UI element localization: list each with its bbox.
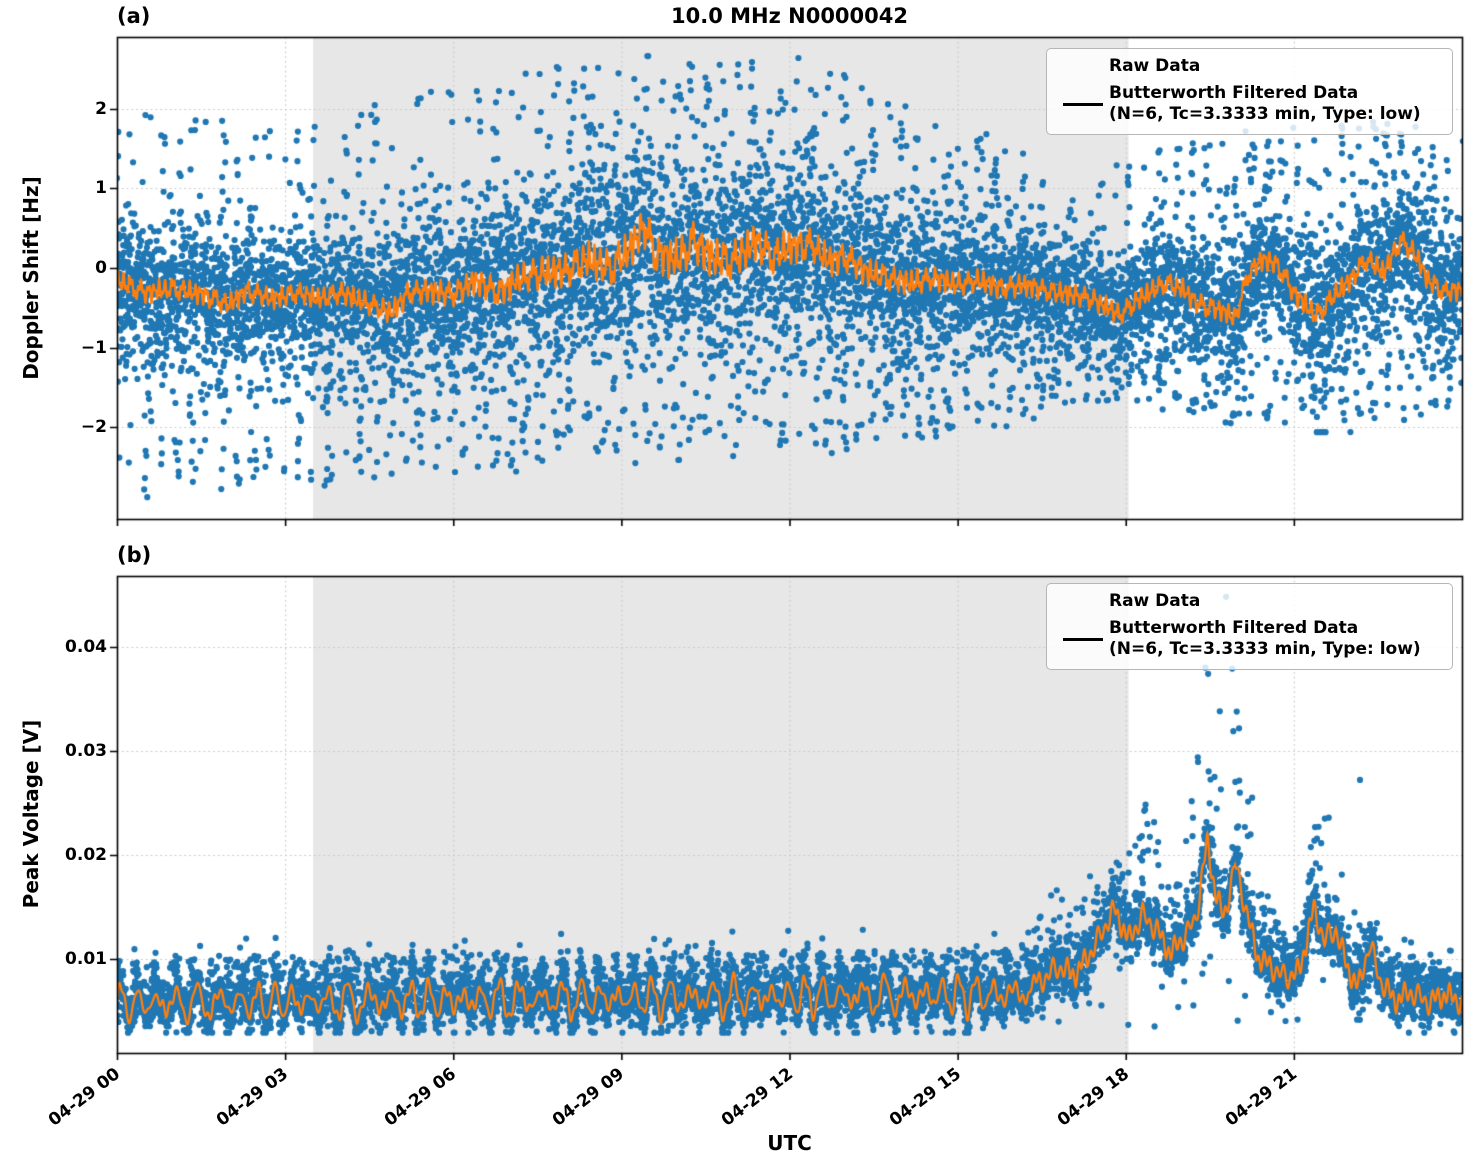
filtered-line-marker-icon — [1063, 637, 1103, 641]
legend-filtered-row: Butterworth Filtered Data (N=6, Tc=3.333… — [1057, 618, 1442, 660]
y-tick-label-b: 0.01 — [65, 948, 107, 969]
y-tick-label-a: 1 — [95, 178, 107, 199]
legend-raw-label: Raw Data — [1109, 56, 1201, 76]
legend-filtered-label-line2: (N=6, Tc=3.3333 min, Type: low) — [1109, 639, 1421, 659]
legend-raw-label: Raw Data — [1109, 591, 1201, 611]
y-tick-label-b: 0.03 — [65, 740, 107, 761]
y-tick-label-b: 0.02 — [65, 844, 107, 865]
legend-panel-a: Raw Data Butterworth Filtered Data (N=6,… — [1046, 48, 1453, 135]
legend-filtered-label-line2: (N=6, Tc=3.3333 min, Type: low) — [1109, 104, 1421, 124]
y-tick-label-b: 0.04 — [65, 636, 107, 657]
legend-raw-row: Raw Data — [1057, 591, 1442, 612]
x-axis-label: UTC — [767, 1131, 812, 1155]
y-tick-label-a: 0 — [95, 258, 107, 279]
filtered-line-marker-icon — [1063, 102, 1103, 106]
legend-filtered-row: Butterworth Filtered Data (N=6, Tc=3.333… — [1057, 83, 1442, 125]
panel-a-label: (a) — [117, 4, 151, 28]
raw-data-marker-icon — [1079, 597, 1088, 606]
y-tick-label-a: −2 — [80, 417, 107, 438]
panel-b-label: (b) — [117, 543, 152, 567]
legend-panel-b: Raw Data Butterworth Filtered Data (N=6,… — [1046, 583, 1453, 670]
legend-filtered-label-line1: Butterworth Filtered Data — [1109, 618, 1359, 638]
legend-raw-row: Raw Data — [1057, 56, 1442, 77]
raw-data-marker-icon — [1079, 62, 1088, 71]
chart-title: 10.0 MHz N0000042 — [671, 4, 908, 28]
y-tick-label-a: 2 — [95, 98, 107, 119]
y-tick-label-a: −1 — [80, 337, 107, 358]
legend-filtered-label-line1: Butterworth Filtered Data — [1109, 83, 1359, 103]
